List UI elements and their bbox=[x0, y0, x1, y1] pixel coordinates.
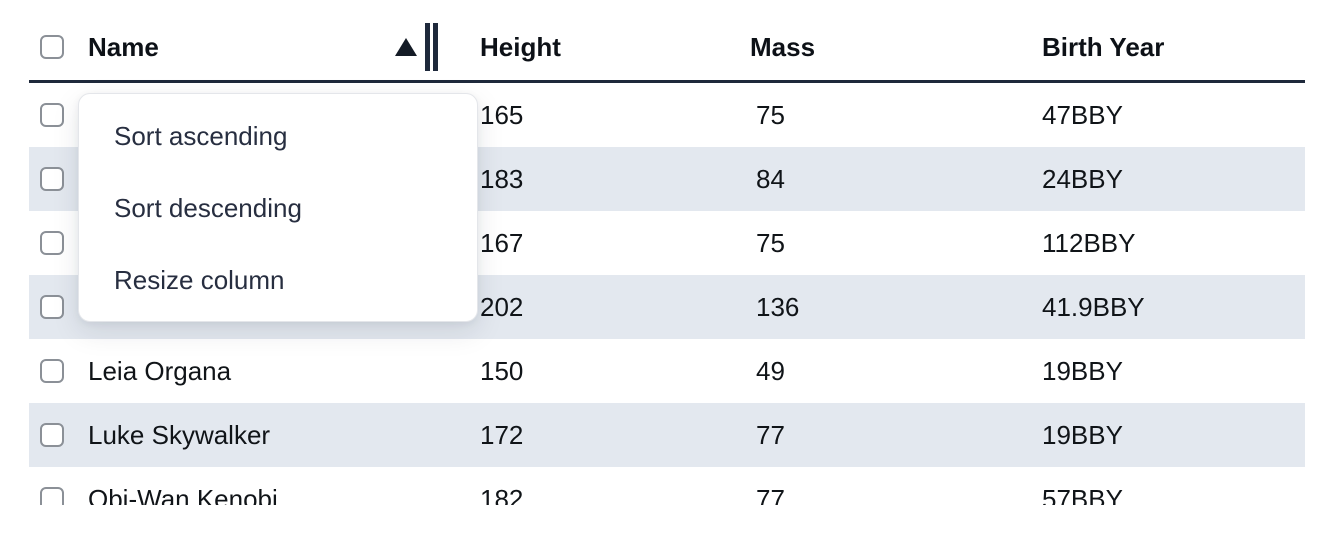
row-select-cell bbox=[29, 103, 88, 127]
cell-name: Obi-Wan Kenobi bbox=[88, 483, 278, 506]
cell-birth-year: 112BBY bbox=[1042, 227, 1136, 258]
column-header-name-label: Name bbox=[88, 31, 159, 62]
cell-height: 202 bbox=[480, 291, 524, 322]
cell-birth-year: 57BBY bbox=[1042, 483, 1123, 506]
cell-birth-year: 41.9BBY bbox=[1042, 291, 1145, 322]
row-select-cell bbox=[29, 359, 88, 383]
table-header-row: Name Height Mass Birth Year bbox=[29, 0, 1305, 83]
cell-mass: 49 bbox=[756, 355, 785, 386]
row-select-cell bbox=[29, 231, 88, 255]
column-header-mass[interactable]: Mass bbox=[750, 31, 816, 62]
cell-name: Leia Organa bbox=[88, 355, 232, 386]
select-all-cell bbox=[29, 35, 88, 59]
column-header-height[interactable]: Height bbox=[480, 31, 561, 62]
cell-mass: 77 bbox=[756, 419, 785, 450]
cell-height: 150 bbox=[480, 355, 524, 386]
row-select-cell bbox=[29, 295, 88, 319]
row-checkbox[interactable] bbox=[40, 231, 64, 255]
row-select-cell bbox=[29, 423, 88, 447]
cell-birth-year: 19BBY bbox=[1042, 419, 1123, 450]
cell-height: 183 bbox=[480, 163, 524, 194]
table-row: Luke Skywalker 172 77 19BBY bbox=[29, 403, 1305, 467]
cell-mass: 75 bbox=[756, 99, 785, 130]
cell-height: 172 bbox=[480, 419, 524, 450]
table-scroll-viewport[interactable]: Name Height Mass Birth Year 165 bbox=[29, 0, 1305, 505]
resize-bar-icon bbox=[425, 23, 430, 71]
menu-item-sort-ascending[interactable]: Sort ascending bbox=[114, 120, 288, 151]
cell-mass: 84 bbox=[756, 163, 785, 194]
cell-mass: 75 bbox=[756, 227, 785, 258]
row-select-cell bbox=[29, 487, 88, 505]
row-checkbox[interactable] bbox=[40, 423, 64, 447]
cell-height: 182 bbox=[480, 483, 524, 506]
menu-item-sort-descending[interactable]: Sort descending bbox=[114, 192, 302, 223]
row-checkbox[interactable] bbox=[40, 359, 64, 383]
cell-birth-year: 24BBY bbox=[1042, 163, 1123, 194]
characters-table: Name Height Mass Birth Year 165 bbox=[29, 0, 1305, 505]
column-resize-handle[interactable] bbox=[425, 23, 438, 71]
cell-height: 167 bbox=[480, 227, 524, 258]
cell-mass: 77 bbox=[756, 483, 785, 506]
menu-item-resize-column[interactable]: Resize column bbox=[114, 264, 285, 295]
cell-birth-year: 19BBY bbox=[1042, 355, 1123, 386]
column-header-name[interactable]: Name bbox=[88, 23, 478, 71]
row-checkbox[interactable] bbox=[40, 295, 64, 319]
row-checkbox[interactable] bbox=[40, 487, 64, 505]
sort-ascending-icon bbox=[395, 38, 417, 56]
resize-bar-icon bbox=[433, 23, 438, 71]
column-header-birth-year[interactable]: Birth Year bbox=[1042, 31, 1165, 62]
row-checkbox[interactable] bbox=[40, 167, 64, 191]
cell-mass: 136 bbox=[756, 291, 800, 322]
table-row: Leia Organa 150 49 19BBY bbox=[29, 339, 1305, 403]
table-row: 202 136 41.9BBY bbox=[29, 275, 1305, 339]
cell-name: Luke Skywalker bbox=[88, 419, 271, 450]
cell-height: 165 bbox=[480, 99, 524, 130]
cell-birth-year: 47BBY bbox=[1042, 99, 1123, 130]
row-select-cell bbox=[29, 167, 88, 191]
table-row: 165 75 47BBY bbox=[29, 83, 1305, 147]
table-row: 167 75 112BBY bbox=[29, 211, 1305, 275]
table-row: Obi-Wan Kenobi 182 77 57BBY bbox=[29, 467, 1305, 505]
row-checkbox[interactable] bbox=[40, 103, 64, 127]
column-actions-menu: Sort ascending Sort descending Resize co… bbox=[78, 93, 478, 322]
select-all-checkbox[interactable] bbox=[40, 35, 64, 59]
